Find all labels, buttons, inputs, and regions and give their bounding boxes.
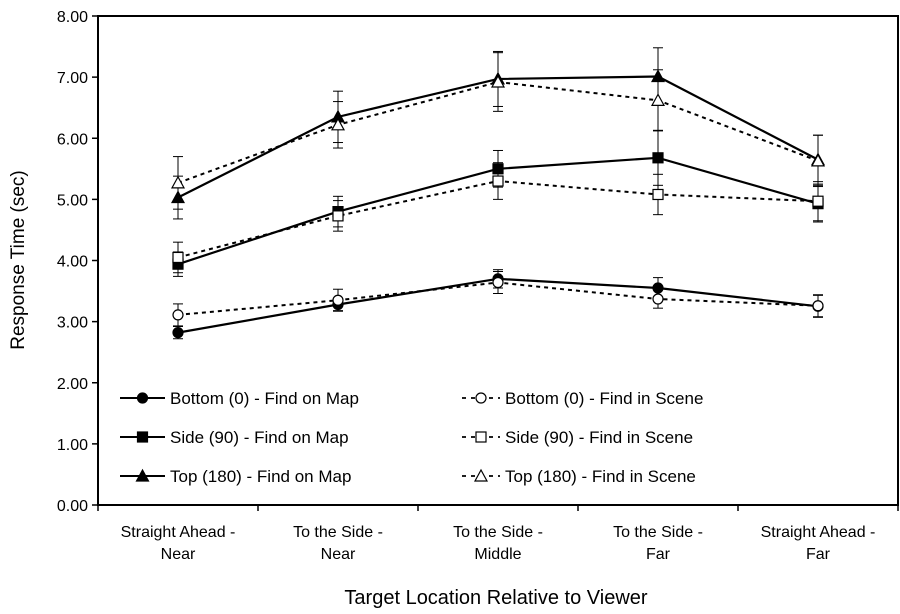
y-tick-label: 3.00 [57,315,88,332]
data-point [652,282,664,294]
y-tick-label: 6.00 [57,131,88,148]
y-tick-label: 0.00 [57,498,88,515]
x-tick-labels: Straight Ahead - Near To the Side - Near To … [121,524,876,563]
data-point [172,327,184,339]
data-point [812,195,824,207]
data-point [332,210,344,222]
data-point [332,294,344,306]
data-point [170,175,186,189]
legend-label: Side (90) - Find on Map [170,428,349,447]
x-tick-label: Far [646,546,671,563]
data-point [172,251,184,264]
data-point [492,163,504,175]
x-tick-label: Straight Ahead - [121,524,236,541]
data-point [492,276,504,289]
data-point [172,309,184,321]
legend: Bottom (0) - Find on Map Side (90) - Find… [120,389,703,486]
x-axis-label: Target Location Relative to Viewer [344,587,647,609]
data-point [170,190,186,204]
legend-label: Top (180) - Find on Map [170,467,351,486]
data-point [652,152,664,164]
x-tick-label: Near [321,546,356,563]
data-point [650,93,666,106]
legend-label: Side (90) - Find in Scene [505,428,693,447]
y-tick-label: 5.00 [57,192,88,209]
data-point [490,74,506,88]
x-tick-label: To the Side - [453,524,543,541]
data-point [492,175,504,187]
data-point [652,293,664,305]
legend-marker [136,392,149,404]
x-tick-label: To the Side - [293,524,383,541]
axes [92,15,899,511]
y-tick-label: 2.00 [57,376,88,393]
data-point [650,69,666,83]
legend-marker [473,468,489,482]
legend-marker [475,431,487,443]
legend-label: Top (180) - Find in Scene [505,467,696,486]
data-point [810,153,826,167]
legend-marker [135,468,150,482]
data-point [652,188,664,201]
y-tick-labels: 0.00 1.00 2.00 3.00 4.00 5.00 6.00 7.00 8.00 [57,9,88,515]
y-tick-label: 7.00 [57,70,88,87]
data-point [330,117,346,131]
legend-label: Bottom (0) - Find on Map [170,389,359,408]
series-line [177,80,819,184]
legend-marker [475,392,487,404]
series-markers [170,69,826,339]
x-tick-label: To the Side - [613,524,703,541]
x-tick-label: Near [161,546,196,563]
x-tick-label: Straight Ahead - [761,524,876,541]
x-tick-label: Middle [474,546,521,563]
data-point [812,300,824,312]
y-axis-label: Response Time (sec) [8,170,29,350]
y-tick-label: 1.00 [57,437,88,454]
x-tick-label: Far [806,546,831,563]
legend-label: Bottom (0) - Find in Scene [505,389,703,408]
y-tick-label: 4.00 [57,254,88,271]
y-tick-label: 8.00 [57,9,88,26]
series-lines [177,75,819,334]
legend-marker [136,431,149,443]
